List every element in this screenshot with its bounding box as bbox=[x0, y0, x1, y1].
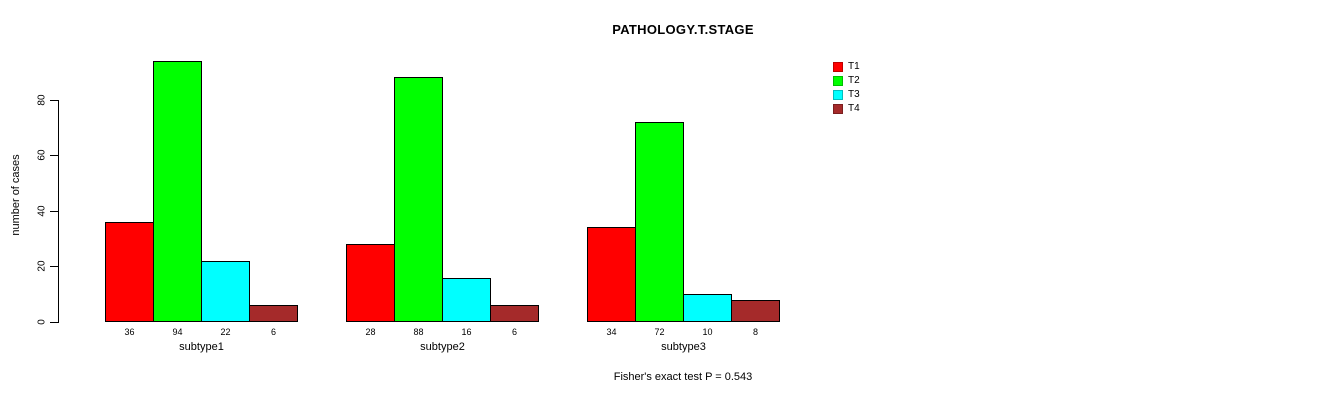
y-tick-mark bbox=[50, 100, 58, 101]
y-tick-label: 0 bbox=[36, 319, 48, 325]
y-axis-line bbox=[58, 100, 59, 323]
chart-title: PATHOLOGY.T.STAGE bbox=[612, 22, 754, 37]
legend-label-T3: T3 bbox=[848, 89, 860, 100]
bar-subtype3-T3 bbox=[683, 294, 732, 322]
category-label-subtype2: subtype2 bbox=[420, 341, 465, 353]
bar-value-label-subtype1-T1: 36 bbox=[124, 327, 135, 337]
bar-value-label-subtype2-T3: 16 bbox=[461, 327, 472, 337]
legend-entry-T4: T4 bbox=[833, 103, 860, 114]
y-tick-mark bbox=[50, 211, 58, 212]
bar-subtype1-T1 bbox=[105, 222, 154, 322]
category-label-subtype1: subtype1 bbox=[179, 341, 224, 353]
bar-subtype3-T2 bbox=[635, 122, 684, 322]
bar-subtype1-T2 bbox=[153, 61, 202, 322]
legend-entry-T3: T3 bbox=[833, 89, 860, 100]
bar-subtype2-T3 bbox=[442, 278, 491, 322]
legend-label-T4: T4 bbox=[848, 103, 860, 114]
legend-swatch-T4 bbox=[833, 103, 843, 114]
bar-subtype3-T4 bbox=[731, 300, 780, 322]
y-tick-mark bbox=[50, 155, 58, 156]
bar-value-label-subtype1-T4: 6 bbox=[270, 327, 277, 337]
legend: T1 T2 T3 T4 bbox=[833, 61, 860, 114]
bar-value-label-subtype2-T2: 88 bbox=[413, 327, 424, 337]
y-axis-label: number of cases bbox=[10, 154, 22, 236]
bar-value-label-subtype3-T2: 72 bbox=[654, 327, 665, 337]
bar-subtype3-T1 bbox=[587, 227, 636, 322]
bar-value-label-subtype2-T4: 6 bbox=[511, 327, 518, 337]
bar-subtype2-T2 bbox=[394, 77, 443, 322]
bar-subtype2-T1 bbox=[346, 244, 395, 322]
bar-subtype1-T3 bbox=[201, 261, 250, 322]
bar-value-label-subtype1-T2: 94 bbox=[172, 327, 183, 337]
legend-label-T1: T1 bbox=[848, 61, 860, 72]
fishers-test-annotation: Fisher's exact test P = 0.543 bbox=[613, 371, 753, 383]
category-label-subtype3: subtype3 bbox=[661, 341, 706, 353]
legend-label-T2: T2 bbox=[848, 75, 860, 86]
y-tick-label: 20 bbox=[36, 260, 48, 272]
legend-swatch-T3 bbox=[833, 89, 843, 100]
bar-value-label-subtype1-T3: 22 bbox=[220, 327, 231, 337]
bar-value-label-subtype3-T1: 34 bbox=[606, 327, 617, 337]
legend-entry-T2: T2 bbox=[833, 75, 860, 86]
legend-swatch-T1 bbox=[833, 61, 843, 72]
y-tick-label: 80 bbox=[36, 94, 48, 106]
y-tick-mark bbox=[50, 322, 58, 323]
bar-value-label-subtype3-T3: 10 bbox=[702, 327, 713, 337]
bar-subtype2-T4 bbox=[490, 305, 539, 322]
bar-value-label-subtype2-T1: 28 bbox=[365, 327, 376, 337]
bar-subtype1-T4 bbox=[249, 305, 298, 322]
y-tick-label: 40 bbox=[36, 205, 48, 217]
legend-swatch-T2 bbox=[833, 75, 843, 86]
y-tick-label: 60 bbox=[36, 149, 48, 161]
legend-entry-T1: T1 bbox=[833, 61, 860, 72]
bar-value-label-subtype3-T4: 8 bbox=[752, 327, 759, 337]
y-tick-mark bbox=[50, 266, 58, 267]
